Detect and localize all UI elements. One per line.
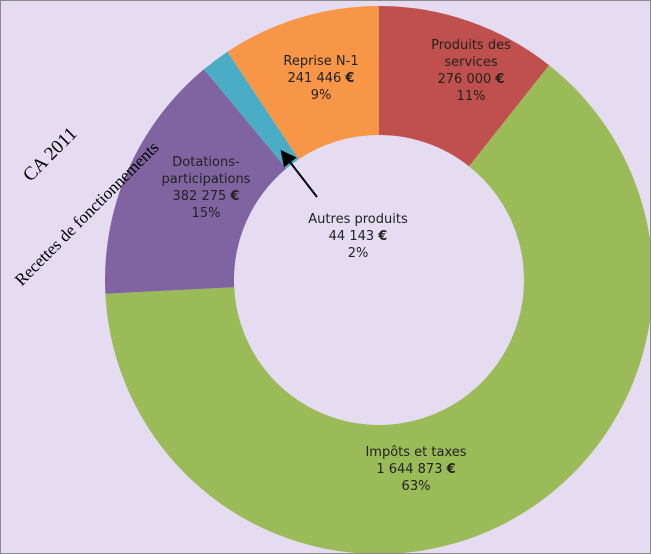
label-currency: €: [230, 189, 240, 204]
label-category: Autres produits: [308, 212, 408, 227]
label-value: 1 644 873: [376, 462, 443, 477]
label-value: 44 143: [328, 229, 375, 244]
label-percent: 11%: [456, 89, 486, 104]
label-category: Reprise N-1: [283, 54, 359, 69]
label-currency: €: [446, 462, 456, 477]
label-value: 241 446: [287, 71, 342, 86]
data-label: Reprise N-1 241 446 €9%: [271, 53, 371, 104]
label-value: 276 000: [437, 72, 492, 87]
label-percent: 9%: [310, 88, 332, 103]
label-value-line: 276 000 €: [416, 71, 526, 88]
label-percent: 63%: [401, 479, 431, 494]
label-value: 382 275: [172, 189, 227, 204]
label-value-line: 382 275 €: [141, 188, 271, 205]
donut-slice: [379, 6, 550, 167]
donut-slice: [227, 5, 379, 160]
data-label: Impôts et taxes 1 644 873 €63%: [341, 444, 491, 495]
label-value-line: 241 446 €: [271, 70, 371, 87]
donut-slice: [203, 51, 299, 169]
label-category: Produits des services: [431, 38, 511, 70]
data-label: Produits des services 276 000 €11%: [416, 37, 526, 105]
data-label: Dotations-participations 382 275 €15%: [141, 154, 271, 222]
label-value-line: 1 644 873 €: [341, 461, 491, 478]
data-label: Autres produits 44 143 €2%: [288, 211, 428, 262]
label-percent: 2%: [347, 246, 369, 261]
label-currency: €: [495, 72, 505, 87]
label-value-line: 44 143 €: [288, 228, 428, 245]
label-currency: €: [345, 71, 355, 86]
donut-slice: [105, 69, 287, 294]
donut-slice: [105, 65, 650, 553]
label-category: Impôts et taxes: [365, 445, 467, 460]
label-currency: €: [378, 229, 388, 244]
arrow: [280, 149, 318, 198]
label-category: Dotations-participations: [161, 155, 251, 187]
label-percent: 15%: [191, 206, 221, 221]
